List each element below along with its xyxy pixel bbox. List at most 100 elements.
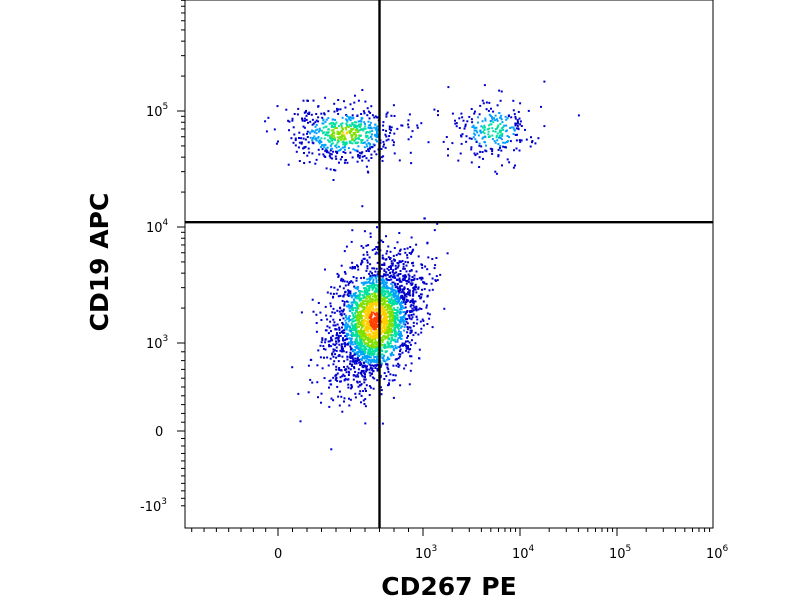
event-dot	[384, 347, 387, 349]
event-dot	[398, 353, 401, 356]
event-dot	[356, 304, 359, 306]
event-dot	[403, 294, 406, 297]
event-dot	[362, 375, 365, 378]
event-dot	[491, 134, 494, 137]
event-dot	[494, 119, 497, 122]
event-dot	[312, 310, 315, 313]
event-dot	[329, 315, 332, 318]
event-dot	[361, 351, 364, 353]
event-dot	[364, 422, 367, 425]
event-dot	[350, 364, 353, 367]
event-dot	[370, 282, 373, 285]
event-dot	[309, 120, 312, 123]
event-dot	[385, 317, 388, 320]
event-dot	[315, 119, 318, 122]
event-dot	[336, 372, 339, 375]
event-dot	[386, 111, 389, 114]
event-dot	[335, 146, 338, 149]
event-dot	[353, 298, 355, 301]
event-dot	[394, 335, 397, 338]
event-dot	[367, 307, 370, 310]
event-dot	[343, 342, 346, 345]
event-dot	[500, 129, 503, 132]
event-dot	[357, 359, 360, 361]
event-dot	[411, 283, 414, 286]
event-dot	[411, 339, 413, 342]
event-dot	[373, 248, 376, 250]
event-dot	[497, 143, 500, 145]
event-dot	[329, 345, 332, 348]
event-dot	[388, 294, 391, 297]
event-dot	[330, 153, 333, 156]
event-dot	[431, 288, 434, 291]
event-dot	[380, 362, 383, 365]
event-dot	[352, 276, 355, 278]
event-dot	[375, 358, 378, 360]
event-dot	[368, 334, 371, 337]
event-dot	[360, 118, 363, 121]
event-dot	[369, 356, 372, 359]
event-dot	[360, 290, 363, 293]
event-dot	[338, 133, 340, 136]
event-dot	[367, 333, 370, 336]
event-dot	[365, 310, 368, 313]
event-dot	[358, 291, 361, 294]
event-dot	[319, 311, 322, 314]
event-dot	[345, 128, 348, 131]
event-dot	[322, 153, 325, 156]
event-dot	[376, 347, 379, 350]
event-dot	[508, 136, 510, 139]
event-dot	[407, 138, 410, 141]
event-dot	[392, 396, 395, 399]
event-dot	[344, 284, 347, 287]
event-dot	[499, 131, 502, 134]
event-dot	[334, 374, 337, 377]
event-dot	[425, 306, 428, 309]
event-dot	[328, 140, 331, 143]
event-dot	[362, 110, 365, 113]
event-dot	[365, 302, 368, 305]
event-dot	[401, 342, 404, 345]
event-dot	[298, 137, 300, 139]
event-dot	[362, 299, 365, 302]
event-dot	[342, 134, 345, 137]
event-dot	[397, 294, 400, 297]
event-dot	[351, 267, 354, 270]
event-dot	[345, 119, 348, 122]
event-dot	[369, 282, 372, 285]
event-dot	[405, 317, 407, 320]
event-dot	[360, 305, 363, 308]
event-dot	[344, 368, 347, 371]
event-dot	[368, 348, 371, 351]
event-dot	[373, 303, 376, 306]
event-dot	[460, 112, 463, 115]
event-dot	[393, 247, 396, 249]
event-dot	[369, 147, 371, 150]
event-dot	[375, 313, 378, 316]
event-dots	[264, 80, 580, 451]
event-dot	[412, 321, 415, 324]
event-dot	[436, 222, 439, 225]
event-dot	[531, 140, 534, 142]
event-dot	[350, 338, 353, 341]
event-dot	[368, 272, 371, 275]
event-dot	[313, 131, 316, 134]
event-dot	[383, 314, 385, 317]
event-dot	[324, 96, 327, 99]
event-dot	[470, 161, 473, 164]
event-dot	[343, 271, 346, 273]
event-dot	[404, 276, 407, 279]
event-dot	[364, 291, 367, 294]
event-dot	[434, 279, 437, 282]
event-dot	[470, 146, 473, 149]
event-dot	[341, 355, 344, 358]
event-dot	[393, 339, 396, 342]
event-dot	[329, 320, 332, 323]
event-dot	[407, 335, 409, 337]
event-dot	[433, 108, 436, 111]
event-dot	[308, 131, 311, 134]
event-dot	[355, 328, 358, 331]
event-dot	[317, 105, 320, 108]
event-dot	[386, 356, 389, 359]
event-dot	[363, 112, 366, 115]
